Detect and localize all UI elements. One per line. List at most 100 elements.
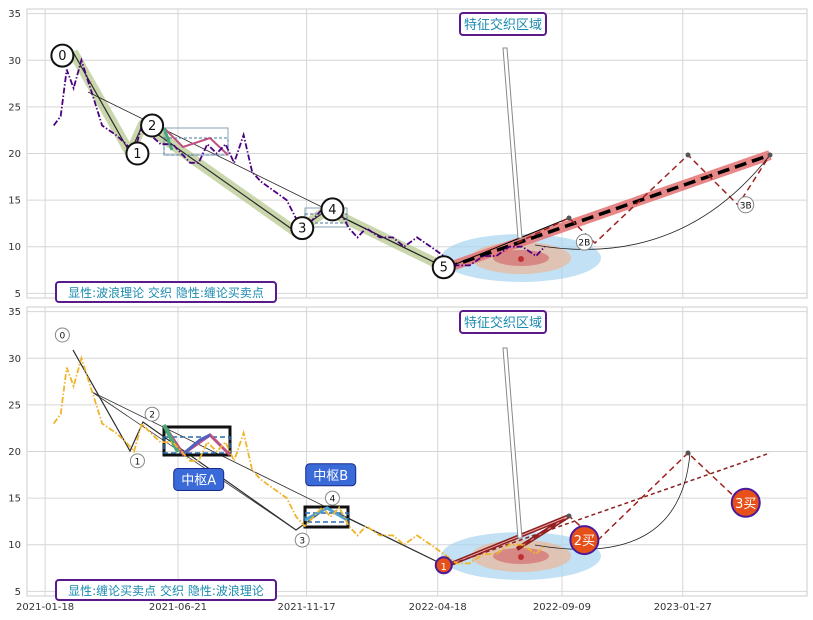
wave-point-label: 1 bbox=[135, 457, 141, 467]
wave-point-0: 0 bbox=[54, 327, 70, 343]
wave-point-circle bbox=[294, 532, 310, 548]
y-tick-label: 10 bbox=[8, 242, 21, 253]
bottom-node-2 bbox=[685, 450, 691, 456]
bottom-zone-labels: 中枢A 中枢B bbox=[173, 463, 357, 491]
buy-point-2B: 2B bbox=[575, 233, 593, 251]
buy-point-circle bbox=[730, 487, 761, 518]
bottom-buy-path bbox=[516, 451, 741, 550]
buy-point-3B: 3B bbox=[737, 196, 755, 214]
bottom-callout: 特征交织区域 bbox=[459, 310, 547, 334]
bottom-zone-center-dot bbox=[518, 554, 524, 560]
wave-point-2: 2 bbox=[140, 113, 165, 138]
wave-point-circle bbox=[129, 453, 145, 469]
y-tick-label: 5 bbox=[15, 289, 21, 300]
buy-point-1: 1 bbox=[434, 556, 453, 575]
bottom-projection-dashed bbox=[445, 452, 771, 567]
bottom-wave-labels: 0 1 2 3 4 bbox=[54, 327, 340, 548]
top-node-3 bbox=[767, 152, 773, 158]
wave-point-3: 3 bbox=[294, 532, 310, 548]
wave-point-circle bbox=[144, 406, 160, 422]
buy-point-label: 2买 bbox=[574, 534, 595, 549]
top-callout: 特征交织区域 bbox=[459, 12, 547, 36]
bottom-pivot-inner-b bbox=[304, 512, 349, 523]
wave-point-3: 3 bbox=[290, 216, 315, 241]
y-tick-label: 35 bbox=[8, 307, 21, 318]
y-tick-label: 30 bbox=[8, 354, 21, 365]
top-zone-center-dot bbox=[518, 256, 524, 262]
top-legend-note: 显性:波浪理论 交织 隐性:缠论买卖点 bbox=[55, 281, 277, 303]
y-tick-label: 30 bbox=[8, 56, 21, 67]
wave-point-label: 2 bbox=[148, 119, 156, 134]
wave-point-4: 4 bbox=[320, 197, 345, 222]
bottom-legend-note: 显性:缠论买卖点 交织 隐性:波浪理论 bbox=[55, 579, 277, 601]
top-legend-box bbox=[55, 281, 277, 303]
wave-point-circle bbox=[324, 490, 340, 506]
wave-point-label: 4 bbox=[328, 203, 336, 218]
x-tick-label: 2021-11-17 bbox=[277, 602, 335, 613]
y-tick-label: 20 bbox=[8, 149, 21, 160]
buy-point-label: 1 bbox=[441, 562, 447, 573]
x-tick-label: 2021-06-21 bbox=[149, 602, 207, 613]
pivot-zone-label: 中枢A bbox=[173, 467, 225, 491]
wave-point-0: 0 bbox=[50, 43, 75, 68]
top-y-ticks: 5 10 15 20 25 30 35 bbox=[8, 9, 21, 300]
top-pivot-inner-a bbox=[163, 137, 229, 156]
bottom-series bbox=[52, 355, 546, 565]
wave-point-label: 5 bbox=[440, 261, 448, 276]
y-tick-label: 25 bbox=[8, 102, 21, 113]
top-series bbox=[52, 57, 546, 267]
top-callout-label: 特征交织区域 bbox=[464, 17, 542, 33]
buy-point-label: 2B bbox=[578, 239, 590, 249]
buy-point-3买: 3买 bbox=[730, 487, 761, 518]
top-callout-box bbox=[459, 12, 547, 36]
top-legend-text: 显性:波浪理论 交织 隐性:缠论买卖点 bbox=[68, 285, 264, 300]
buy-point-circle bbox=[569, 525, 600, 556]
bottom-callout-box bbox=[459, 310, 547, 334]
bottom-markers: 1 2买 3买 bbox=[434, 487, 761, 575]
buy-point-label: 3买 bbox=[735, 497, 756, 512]
wave-point-1: 1 bbox=[129, 453, 145, 469]
y-tick-label: 35 bbox=[8, 9, 21, 20]
wave-point-circle bbox=[290, 216, 315, 241]
pivot-zone-text: 中枢B bbox=[313, 469, 348, 484]
wave-point-circle bbox=[320, 197, 345, 222]
wave-point-circle bbox=[54, 327, 70, 343]
y-tick-label: 15 bbox=[8, 196, 21, 207]
bottom-legend-box bbox=[55, 579, 277, 601]
top-grid bbox=[27, 9, 807, 298]
top-node-1 bbox=[566, 215, 572, 221]
pivot-zone-box bbox=[173, 467, 225, 491]
wave-point-label: 3 bbox=[298, 222, 306, 237]
y-tick-label: 15 bbox=[8, 494, 21, 505]
y-tick-label: 5 bbox=[15, 587, 21, 598]
bottom-pivot-inner-a bbox=[163, 436, 231, 454]
top-node-2 bbox=[685, 152, 691, 158]
wave-point-label: 0 bbox=[58, 49, 66, 64]
wave-point-4: 4 bbox=[324, 490, 340, 506]
wave-point-label: 0 bbox=[60, 331, 66, 341]
bottom-pivot-zigzag-b bbox=[304, 506, 348, 522]
x-tick-label: 2022-04-18 bbox=[409, 602, 467, 613]
bottom-callout-label: 特征交织区域 bbox=[464, 315, 542, 331]
pivot-zone-box bbox=[305, 463, 357, 487]
top-projection-dashed bbox=[445, 153, 771, 270]
top-markers: 2B 3B bbox=[575, 196, 755, 251]
top-callout-arrow bbox=[502, 47, 523, 239]
series-line bbox=[52, 57, 546, 267]
buy-point-circle bbox=[575, 233, 593, 251]
x-ticks: 2021-01-18 2021-06-21 2021-11-17 2022-04-18… bbox=[16, 602, 712, 613]
y-tick-label: 10 bbox=[8, 540, 21, 551]
buy-point-circle bbox=[737, 196, 755, 214]
buy-point-2买: 2买 bbox=[569, 525, 600, 556]
wave-point-circle bbox=[50, 43, 75, 68]
top-projection-thin bbox=[445, 217, 570, 269]
buy-point-circle bbox=[434, 556, 453, 575]
bottom-pivot-zigzag-a2 bbox=[182, 433, 211, 456]
top-wave-labels: 0 12 3 4 5 bbox=[50, 43, 456, 280]
wave-point-circle bbox=[431, 255, 456, 280]
bottom-pivot-green-a bbox=[162, 424, 180, 453]
top-decorations bbox=[68, 47, 773, 282]
series-line bbox=[52, 355, 546, 565]
bottom-y-ticks: 5 10 15 20 25 30 35 bbox=[8, 307, 21, 598]
